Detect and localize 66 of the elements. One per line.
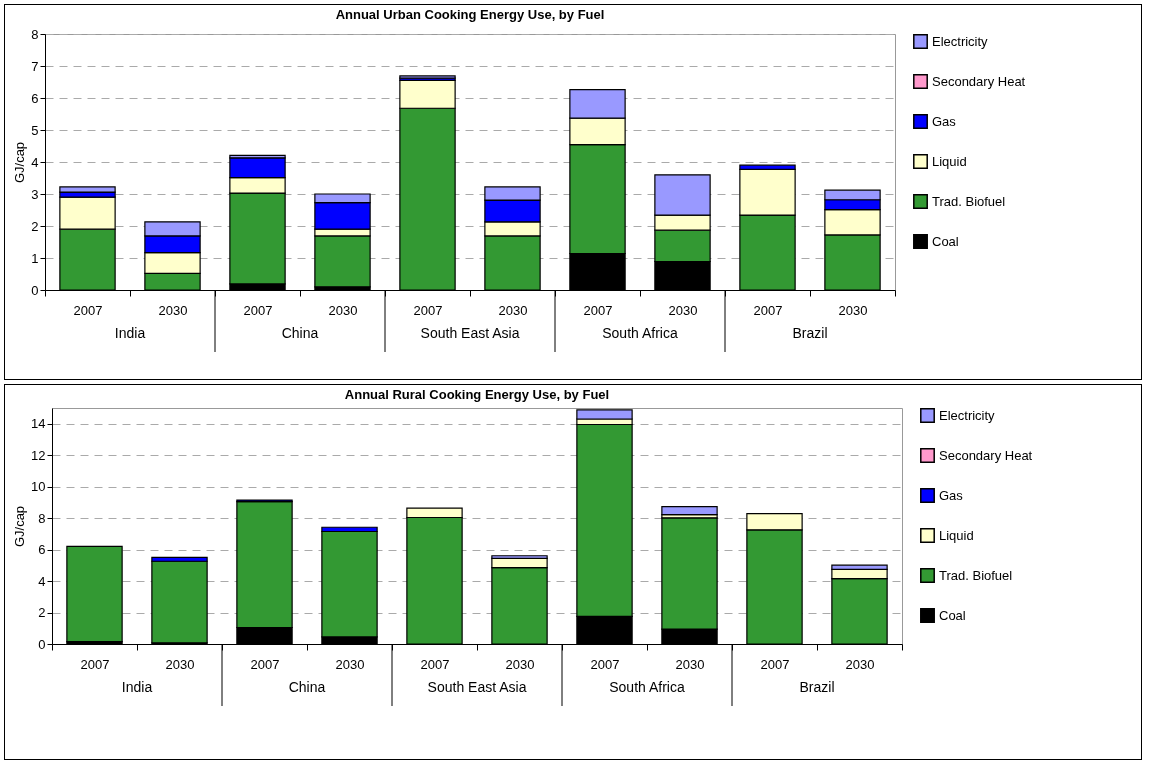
bar xyxy=(151,560,208,644)
y-tick-label: 0 xyxy=(31,282,39,298)
legend-label: Gas xyxy=(939,487,964,503)
y-tick-label: 0 xyxy=(38,636,46,652)
x-tick-label: 2007 xyxy=(73,302,103,318)
x-tick-label: 2030 xyxy=(335,656,365,672)
x-tick-label: 2030 xyxy=(505,656,535,672)
legend-label: Coal xyxy=(939,607,966,623)
bar xyxy=(661,506,718,516)
text: China xyxy=(281,325,319,341)
x-tick-label: 2007 xyxy=(583,302,613,318)
x-tick-label: 2007 xyxy=(753,302,783,318)
y-tick-label: 8 xyxy=(38,510,46,526)
legend-label: Trad. Biofuel xyxy=(932,193,1006,209)
legend-label: Electricity xyxy=(932,33,989,49)
x-tick-label: 2030 xyxy=(668,302,698,318)
y-tick-label: 4 xyxy=(38,573,46,589)
legend-label: Coal xyxy=(932,233,959,249)
text: Brazil xyxy=(792,325,828,341)
y-tick-label: 6 xyxy=(38,542,46,558)
y-axis-title: GJ/cap xyxy=(12,141,28,184)
chart-title: Annual Rural Cooking Energy Use, by Fuel xyxy=(344,387,610,402)
legend-label: Trad. Biofuel xyxy=(939,567,1013,583)
text: India xyxy=(121,679,153,695)
legend-label: Liquid xyxy=(932,153,967,169)
text: India xyxy=(114,325,146,341)
y-axis-title: GJ/cap xyxy=(12,505,28,548)
legend-label: Gas xyxy=(932,113,957,129)
text: South Africa xyxy=(602,325,678,341)
chart-title: Annual Urban Cooking Energy Use, by Fuel xyxy=(335,7,605,22)
text: Brazil xyxy=(799,679,835,695)
x-tick-label: 2007 xyxy=(590,656,620,672)
y-tick-label: 7 xyxy=(31,58,39,74)
x-tick-label: 2007 xyxy=(760,656,790,672)
text: China xyxy=(288,679,326,695)
y-tick-label: 12 xyxy=(31,447,46,463)
x-tick-label: 2030 xyxy=(838,302,868,318)
y-tick-label: 8 xyxy=(31,26,39,42)
x-tick-label: 2030 xyxy=(498,302,528,318)
x-tick-label: 2007 xyxy=(243,302,273,318)
legend-label: Secondary Heat xyxy=(932,73,1026,89)
y-tick-label: 5 xyxy=(31,122,39,138)
x-tick-label: 2030 xyxy=(845,656,875,672)
y-tick-label: 2 xyxy=(38,605,46,621)
text: South East Asia xyxy=(420,325,520,341)
x-tick-label: 2030 xyxy=(328,302,358,318)
legend-label: Secondary Heat xyxy=(939,447,1033,463)
y-tick-label: 10 xyxy=(31,479,46,495)
x-tick-label: 2007 xyxy=(420,656,450,672)
x-tick-label: 2007 xyxy=(250,656,280,672)
y-tick-label: 1 xyxy=(31,250,39,266)
text: South East Asia xyxy=(427,679,527,695)
y-tick-label: 6 xyxy=(31,90,39,106)
y-tick-label: 3 xyxy=(31,186,39,202)
x-tick-label: 2007 xyxy=(413,302,443,318)
legend-label: Electricity xyxy=(939,407,996,423)
bar xyxy=(66,545,123,643)
x-tick-label: 2030 xyxy=(675,656,705,672)
x-tick-label: 2030 xyxy=(165,656,195,672)
text: South Africa xyxy=(609,679,685,695)
x-tick-label: 2007 xyxy=(80,656,110,672)
y-tick-label: 4 xyxy=(31,154,39,170)
y-tick-label: 14 xyxy=(31,416,46,432)
y-tick-label: 2 xyxy=(31,218,39,234)
legend-label: Liquid xyxy=(939,527,974,543)
x-tick-label: 2030 xyxy=(158,302,188,318)
